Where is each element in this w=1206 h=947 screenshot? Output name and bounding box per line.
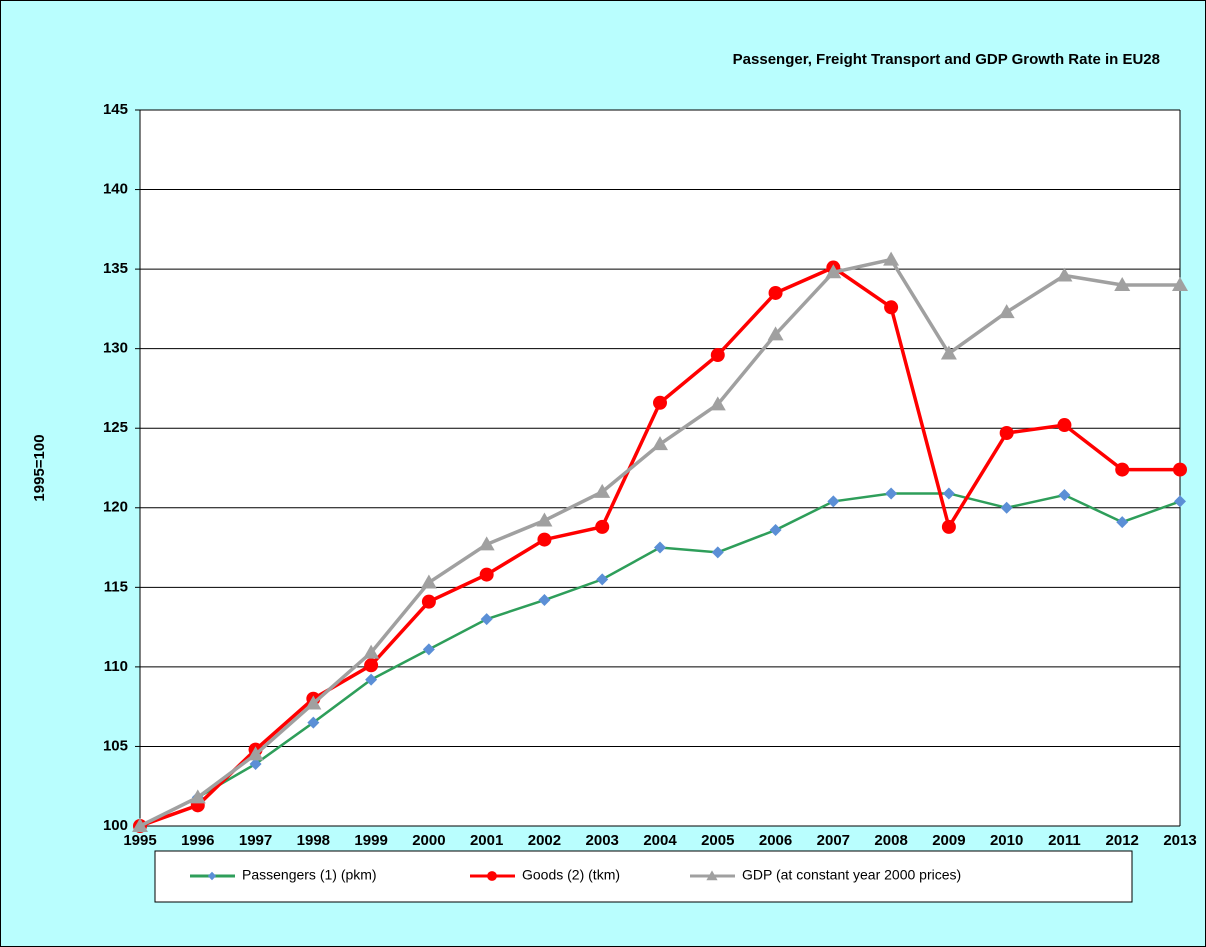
- y-tick-label: 125: [103, 419, 128, 436]
- x-tick-label: 2000: [412, 832, 445, 849]
- y-tick-label: 105: [103, 737, 128, 754]
- y-tick-label: 115: [104, 578, 128, 595]
- x-tick-label: 2002: [528, 832, 561, 849]
- data-point: [1174, 495, 1186, 508]
- data-point: [825, 264, 842, 279]
- data-point: [249, 757, 262, 770]
- y-tick-label: 140: [103, 181, 128, 198]
- data-point: [940, 345, 957, 360]
- x-tick-label: 2009: [932, 832, 965, 849]
- data-point: [1000, 501, 1013, 514]
- x-tick-label: 1997: [239, 832, 272, 849]
- data-point: [478, 536, 495, 551]
- x-tick-label: 2013: [1163, 832, 1196, 849]
- data-point: [480, 613, 493, 626]
- legend-label: Goods (2) (tkm): [522, 867, 620, 883]
- x-tick-label: 2012: [1106, 832, 1139, 849]
- data-point: [595, 519, 610, 534]
- x-tick-label: 2008: [874, 832, 907, 849]
- data-point: [768, 285, 783, 300]
- data-point: [1057, 418, 1072, 433]
- x-tick-label: 2003: [586, 832, 619, 849]
- data-point: [1056, 267, 1073, 282]
- data-point: [654, 541, 666, 554]
- data-point: [1173, 462, 1187, 477]
- x-tick-label: 2001: [470, 832, 503, 849]
- data-point: [1115, 462, 1130, 477]
- data-point: [1114, 277, 1131, 292]
- y-tick-label: 130: [103, 340, 128, 357]
- data-point: [653, 395, 667, 410]
- data-point: [594, 483, 611, 498]
- y-tick-label: 120: [103, 499, 128, 516]
- legend-marker: [706, 870, 718, 881]
- data-point: [1058, 489, 1071, 502]
- data-point: [307, 716, 320, 729]
- data-point: [999, 425, 1014, 440]
- data-point: [420, 574, 437, 589]
- data-point: [247, 746, 264, 761]
- y-tick-label: 100: [103, 817, 128, 834]
- data-point: [537, 532, 552, 547]
- x-tick-label: 2005: [701, 832, 734, 849]
- data-point: [536, 512, 553, 527]
- data-point: [1172, 277, 1188, 292]
- y-tick-label: 135: [103, 260, 128, 277]
- y-axis-label: 1995=100: [31, 434, 48, 501]
- legend: [154, 850, 1133, 903]
- data-point: [479, 567, 494, 582]
- data-point: [885, 487, 898, 500]
- data-point: [942, 487, 955, 500]
- data-point: [711, 546, 724, 559]
- x-tick-label: 2004: [643, 832, 677, 849]
- data-point: [364, 658, 379, 673]
- legend-label: Passengers (1) (pkm): [242, 867, 377, 883]
- data-point: [132, 818, 148, 832]
- data-point: [363, 644, 380, 659]
- y-tick-label: 110: [104, 658, 128, 675]
- data-point: [538, 594, 551, 607]
- data-point: [998, 304, 1015, 319]
- chart-title: Passenger, Freight Transport and GDP Gro…: [733, 51, 1160, 68]
- data-point: [769, 524, 782, 537]
- data-point: [710, 348, 725, 363]
- data-point: [189, 789, 206, 804]
- x-tick-label: 1995: [123, 832, 156, 849]
- data-point: [767, 326, 784, 341]
- data-point: [652, 436, 668, 451]
- data-point: [941, 519, 956, 534]
- x-tick-label: 2006: [759, 832, 792, 849]
- x-tick-label: 2010: [990, 832, 1023, 849]
- data-point: [883, 251, 900, 266]
- data-point: [596, 573, 609, 586]
- data-point: [1116, 516, 1129, 529]
- x-tick-label: 2007: [817, 832, 850, 849]
- data-point: [884, 300, 899, 315]
- y-tick-label: 145: [103, 101, 128, 118]
- x-tick-label: 2011: [1048, 832, 1081, 849]
- x-tick-label: 1998: [297, 832, 330, 849]
- data-point: [827, 495, 840, 508]
- legend-marker: [487, 871, 497, 881]
- data-point: [421, 594, 436, 609]
- data-point: [365, 673, 378, 686]
- data-point: [422, 643, 435, 656]
- data-point: [709, 396, 726, 411]
- data-point: [305, 695, 322, 710]
- legend-label: GDP (at constant year 2000 prices): [742, 867, 961, 883]
- x-tick-label: 1996: [181, 832, 214, 849]
- x-tick-label: 1999: [354, 832, 387, 849]
